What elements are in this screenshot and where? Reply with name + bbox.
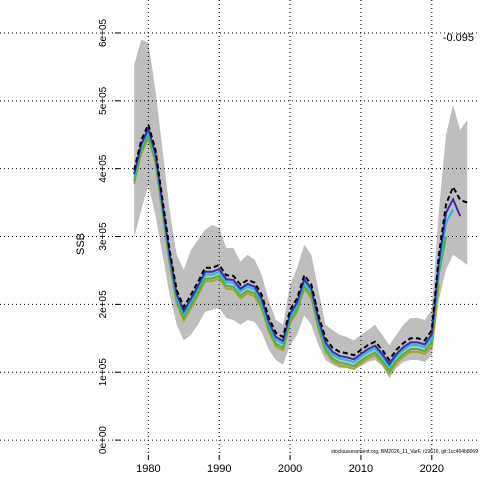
y-tick-label: 4e+05 [98,154,109,183]
series-line [133,121,468,362]
y-tick-label: 1e+05 [98,358,109,387]
series-line [133,125,462,366]
y-tick-label: 5e+05 [98,86,109,115]
x-tick-label: 1980 [136,463,160,475]
series-line [133,132,447,373]
y-tick-label: 0e+00 [98,426,109,455]
confidence-band [134,39,468,379]
x-tick-label: 2000 [278,463,302,475]
x-tick-label: 2020 [420,463,444,475]
x-tick-label: 2010 [349,463,373,475]
annotation: -0.095 [443,32,474,44]
series-line [133,128,454,369]
footer: stockassessment.org, BM2026_11_VarF, r19… [331,449,478,455]
y-tick-label: 2e+05 [98,290,109,319]
x-tick-label: 1990 [207,463,231,475]
y-tick-label: 3e+05 [98,222,109,251]
y-tick-label: 6e+05 [98,18,109,47]
y-axis-label: SSB [75,233,87,255]
series-line [133,135,440,376]
